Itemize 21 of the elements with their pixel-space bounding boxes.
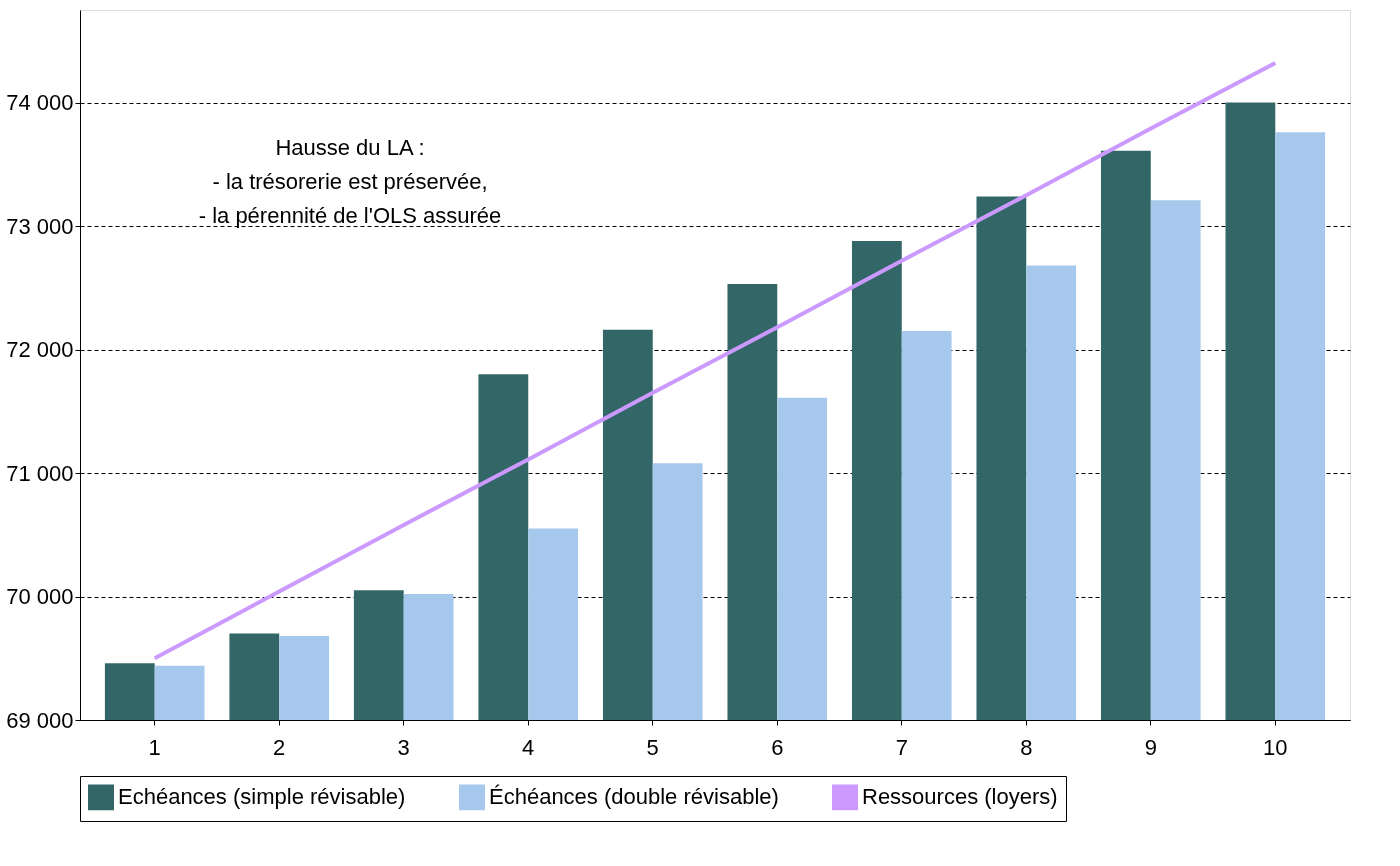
y-tick-label: 71 000 xyxy=(6,460,74,486)
x-tick-label: 3 xyxy=(397,734,410,760)
x-tick-label: 9 xyxy=(1144,734,1157,760)
legend-label: Échéances (double révisable) xyxy=(489,784,779,810)
x-tick-label: 6 xyxy=(771,734,784,760)
y-tick-label: 69 000 xyxy=(6,707,74,733)
legend-label: Ressources (loyers) xyxy=(862,784,1058,810)
y-tick-label: 70 000 xyxy=(6,584,74,610)
x-tick-label: 4 xyxy=(522,734,535,760)
x-tick-label: 2 xyxy=(273,734,286,760)
legend-label: Echéances (simple révisable) xyxy=(118,784,406,810)
x-tick-label: 7 xyxy=(895,734,908,760)
x-tick-label: 8 xyxy=(1020,734,1033,760)
annotation: Hausse du LA : - la trésorerie est préservée, - la pérennité de l'OLS assurée xyxy=(198,135,502,228)
x-tick-label: 10 xyxy=(1263,734,1288,760)
line-series xyxy=(152,61,1278,661)
x-tick-label: 5 xyxy=(646,734,659,760)
y-tick-label: 74 000 xyxy=(6,90,74,116)
x-tick-label: 1 xyxy=(148,734,161,760)
y-tick-label: 73 000 xyxy=(6,213,74,239)
y-tick-label: 72 000 xyxy=(6,337,74,363)
